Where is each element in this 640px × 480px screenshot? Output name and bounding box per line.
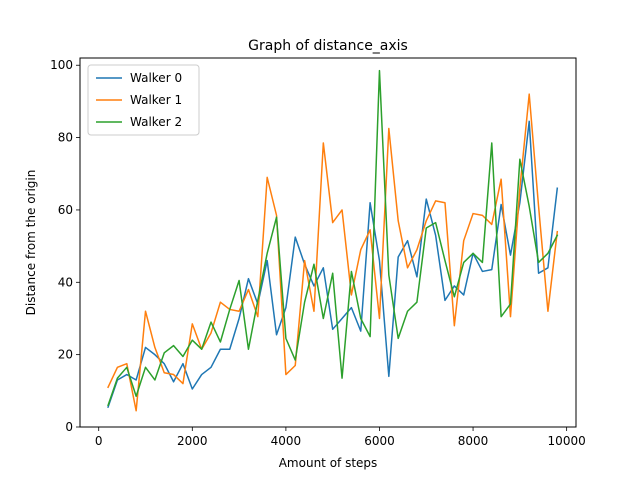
legend-label-walker-0: Walker 0 <box>130 71 182 85</box>
x-tick-label: 4000 <box>271 434 302 448</box>
y-tick-label: 40 <box>58 275 73 289</box>
series-line-walker-2 <box>107 69 559 407</box>
y-tick-label: 100 <box>50 58 73 72</box>
y-tick-label: 80 <box>58 131 73 145</box>
y-tick-label: 60 <box>58 203 73 217</box>
x-tick-label: 10000 <box>548 434 586 448</box>
x-tick-label: 0 <box>95 434 103 448</box>
y-axis-label: Distance from the origin <box>24 170 38 316</box>
series-layer <box>107 69 559 412</box>
series-line-walker-0 <box>107 120 559 409</box>
y-tick-label: 0 <box>65 420 73 434</box>
x-tick-label: 2000 <box>177 434 208 448</box>
y-axis: 0 20 40 60 80 100 <box>50 58 80 434</box>
x-axis-label: Amount of steps <box>279 456 378 470</box>
y-tick-label: 20 <box>58 348 73 362</box>
series-line-walker-1 <box>107 93 559 412</box>
x-tick-label: 8000 <box>458 434 489 448</box>
legend-label-walker-2: Walker 2 <box>130 115 182 129</box>
legend: Walker 0 Walker 1 Walker 2 <box>87 64 200 136</box>
plot-area <box>79 57 577 428</box>
x-axis: 0 2000 4000 6000 8000 10000 <box>95 427 586 448</box>
chart-title: Graph of distance_axis <box>248 38 408 54</box>
legend-box <box>87 64 200 136</box>
legend-label-walker-1: Walker 1 <box>130 93 182 107</box>
x-tick-label: 6000 <box>364 434 395 448</box>
